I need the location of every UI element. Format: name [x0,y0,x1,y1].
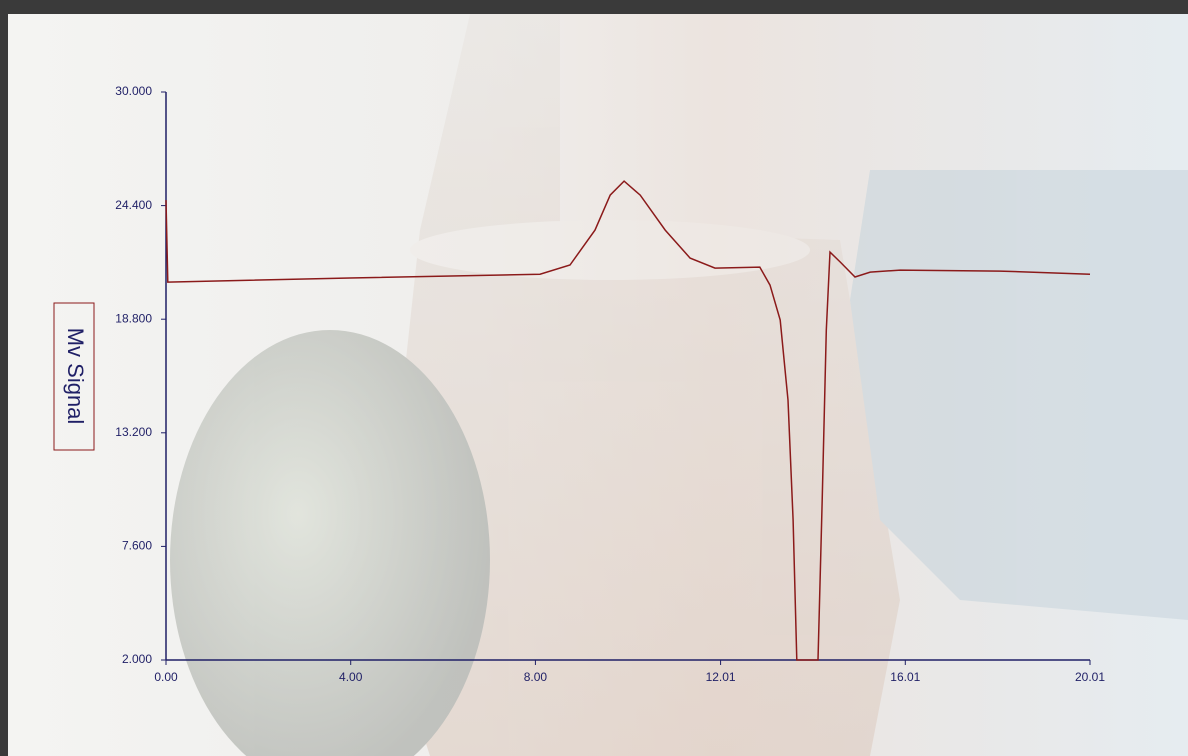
x-tick-label: 4.00 [339,670,363,684]
x-tick-label: 8.00 [524,670,548,684]
y-tick-label: 2.000 [122,652,152,666]
y-axis-label: Mv Signal [63,328,88,425]
x-tick-label: 0.00 [154,670,178,684]
background-photo [170,14,1188,756]
x-tick-label: 20.01 [1075,670,1105,684]
y-tick-label: 13.200 [115,425,152,439]
y-tick-label: 7.600 [122,539,152,553]
y-tick-label: 24.400 [115,198,152,212]
x-tick-label: 16.01 [890,670,920,684]
y-tick-label: 18.800 [115,311,152,325]
y-label-box [53,302,95,451]
y-tick-label: 30.000 [115,84,152,98]
x-tick-label: 12.01 [706,670,736,684]
signal-line [165,180,1091,661]
